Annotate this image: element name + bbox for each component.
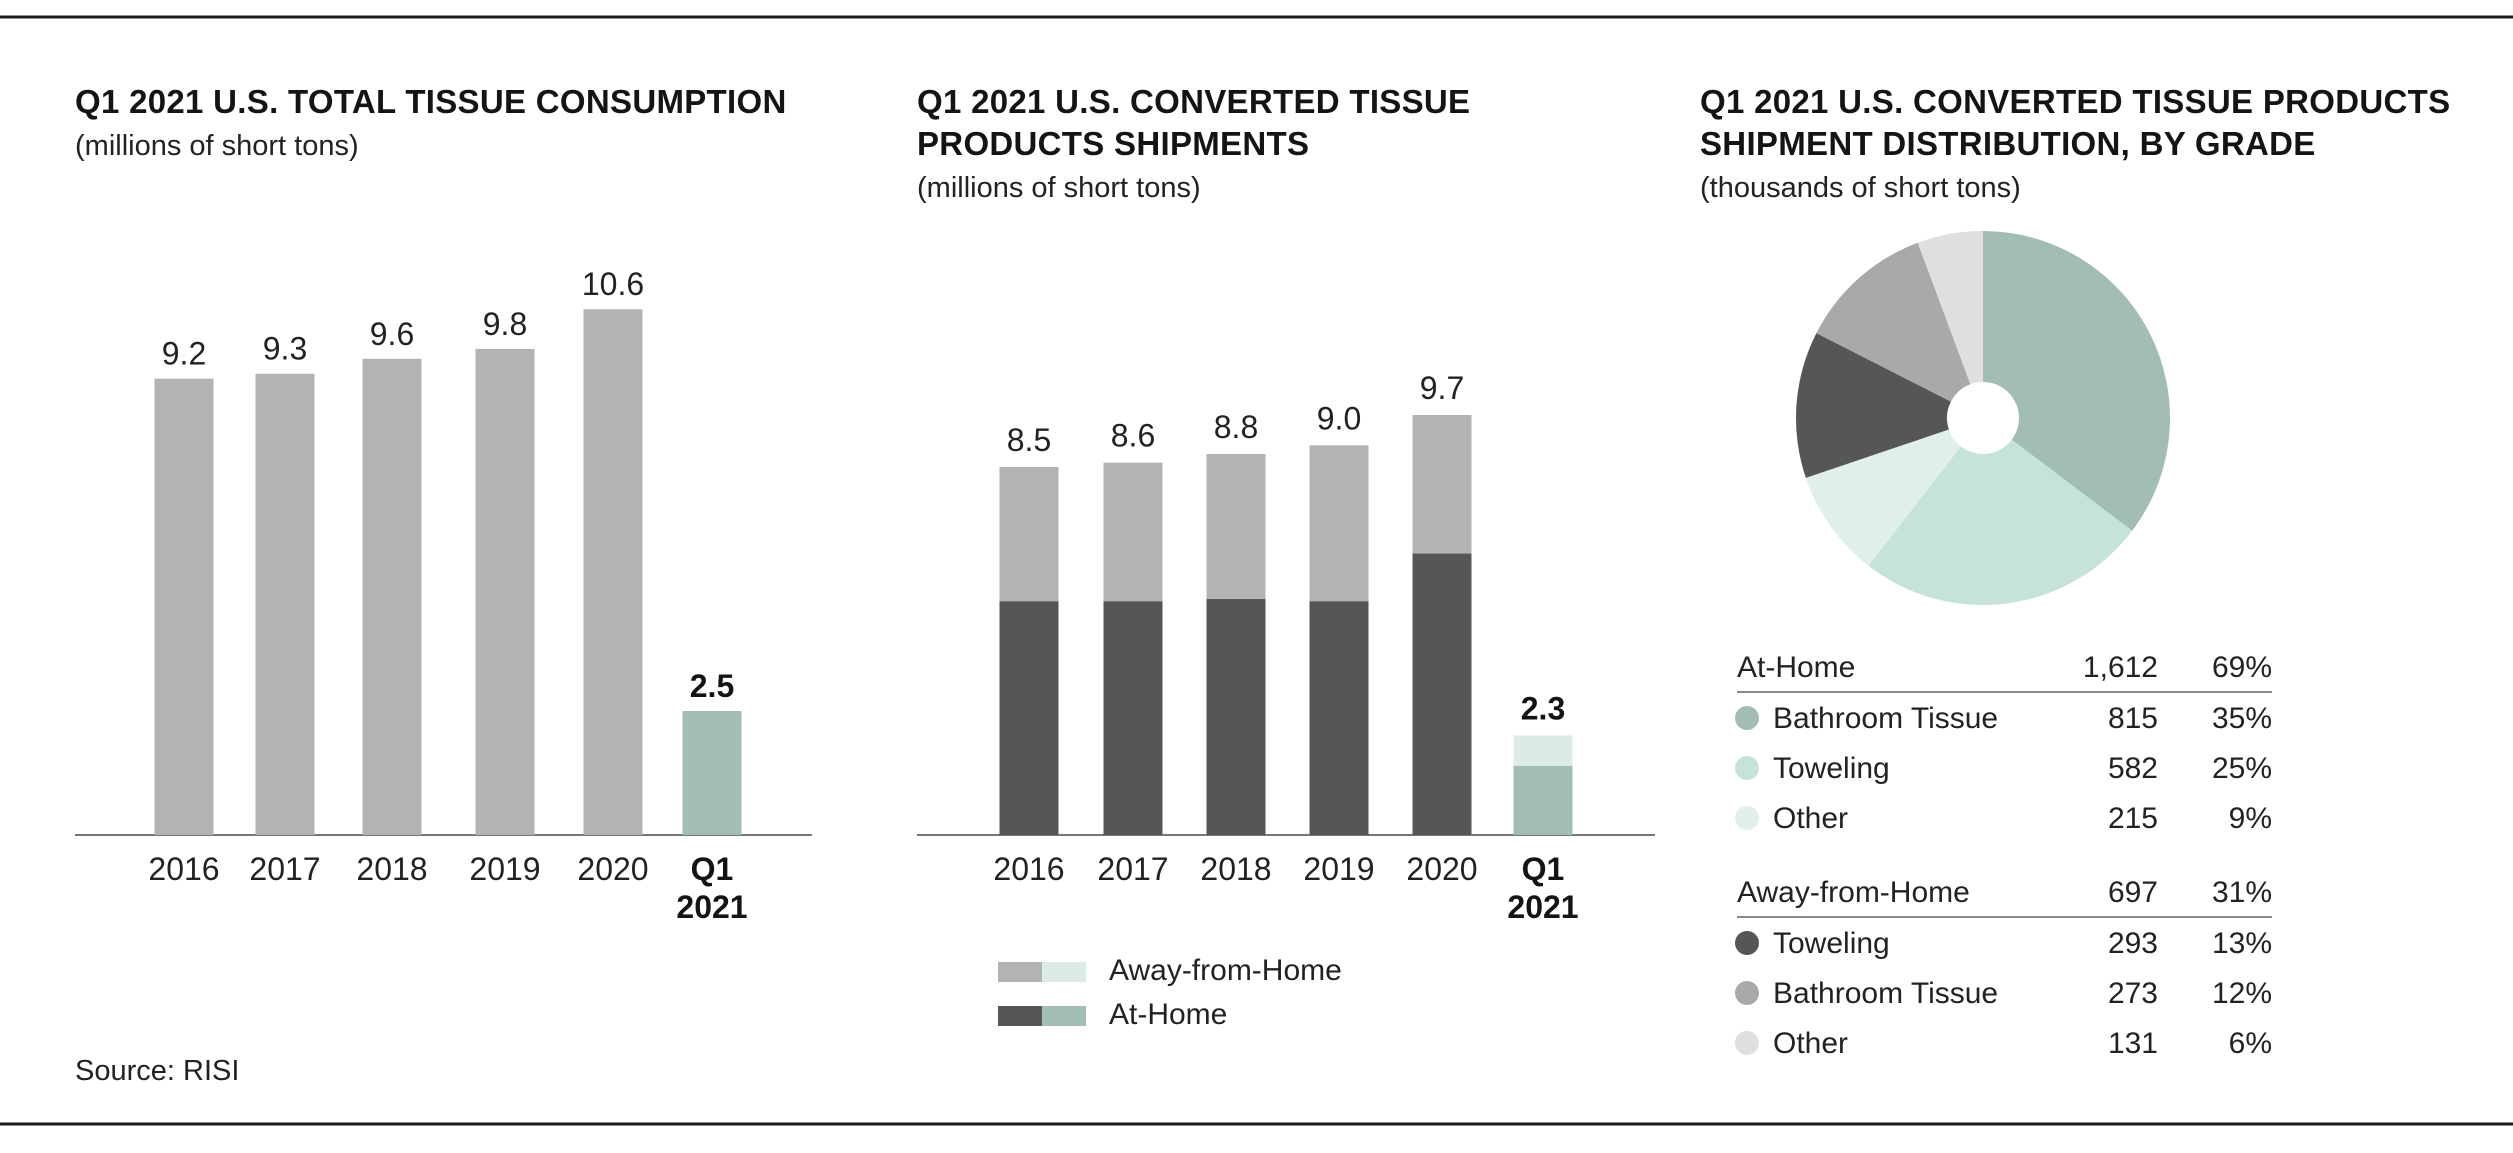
table-item-percent: 9% (2229, 802, 2272, 835)
chart3-title-line1: Q1 2021 U.S. CONVERTED TISSUE PRODUCTS (1700, 83, 2450, 120)
table-group-percent: 31% (2212, 876, 2272, 909)
chart2-subtitle: (millions of short tons) (917, 172, 1201, 204)
chart1-category-label: Q1 (691, 851, 734, 887)
table-item-name: Bathroom Tissue (1773, 702, 1998, 735)
chart1-category-label: 2018 (356, 851, 427, 887)
chart1-category-label: 2019 (469, 851, 540, 887)
chart1-value-label: 10.6 (582, 266, 644, 302)
table-item-value: 582 (2108, 752, 2158, 785)
table-item-name: Toweling (1773, 927, 1890, 960)
shipments-chart: Q1 2021 U.S. CONVERTED TISSUE PRODUCTS S… (917, 83, 1655, 1031)
chart2-bar-away-from-home (1513, 735, 1573, 766)
legend-at-home-swatch (998, 1006, 1042, 1026)
table-item-dot (1735, 931, 1759, 955)
chart1-value-label: 2.5 (690, 668, 734, 704)
chart2-bar-away-from-home (1309, 445, 1369, 602)
table-item-dot (1735, 756, 1759, 780)
table-item-percent: 35% (2212, 702, 2272, 735)
chart1-bar (255, 373, 315, 835)
table-group-name: At-Home (1737, 651, 1855, 684)
table-group-percent: 69% (2212, 651, 2272, 684)
chart2-bar-at-home (1309, 601, 1369, 835)
chart1-category-label: 2017 (249, 851, 320, 887)
chart2-category-label: Q1 (1522, 851, 1565, 887)
table-item-percent: 6% (2229, 1027, 2272, 1060)
chart1-bar (154, 378, 214, 835)
legend-at-home-swatch-q1 (1042, 1006, 1086, 1026)
table-item-name: Other (1773, 1027, 1848, 1060)
table-item-value: 293 (2108, 927, 2158, 960)
chart1-value-label: 9.2 (162, 336, 206, 372)
pie-slice (1816, 242, 1971, 402)
chart2-bar-at-home (999, 601, 1059, 835)
pie-slice (1795, 333, 1951, 478)
pie-slice (1805, 429, 1961, 566)
table-item-value: 131 (2108, 1027, 2158, 1060)
chart2-total-label: 9.7 (1420, 370, 1464, 406)
table-item-dot (1735, 806, 1759, 830)
chart1-value-label: 9.8 (483, 306, 527, 342)
chart2-total-label: 8.6 (1111, 418, 1155, 454)
source-note: Source: RISI (75, 1055, 239, 1087)
chart2-total-label: 8.5 (1007, 422, 1051, 458)
table-group-name: Away-from-Home (1737, 876, 1970, 909)
legend-away-from-home-swatch-q1 (1042, 962, 1086, 982)
table-item-value: 273 (2108, 977, 2158, 1010)
chart3-subtitle: (thousands of short tons) (1700, 172, 2021, 204)
pie-slice (1868, 439, 2133, 605)
chart1-value-label: 9.3 (263, 331, 307, 367)
chart2-total-label: 2.3 (1521, 690, 1565, 726)
table-item-name: Toweling (1773, 752, 1890, 785)
chart2-title-line2: PRODUCTS SHIPMENTS (917, 125, 1309, 162)
chart2-bar-at-home (1513, 765, 1573, 835)
chart2-category-label: 2021 (1507, 889, 1578, 925)
legend-away-from-home-swatch (998, 962, 1042, 982)
chart2-total-label: 9.0 (1317, 400, 1361, 436)
chart3-title-line2: SHIPMENT DISTRIBUTION, BY GRADE (1700, 125, 2316, 162)
chart2-title-line1: Q1 2021 U.S. CONVERTED TISSUE (917, 83, 1470, 120)
table-item-dot (1735, 706, 1759, 730)
chart2-bar-away-from-home (1103, 462, 1163, 602)
pie-slice (1917, 231, 1983, 385)
chart1-subtitle: (millions of short tons) (75, 130, 359, 162)
table-item-dot (1735, 981, 1759, 1005)
chart1-value-label: 9.6 (370, 316, 414, 352)
chart1-category-label: 2020 (577, 851, 648, 887)
chart1-bar (475, 348, 535, 835)
chart1-category-label: 2021 (676, 889, 747, 925)
chart2-total-label: 8.8 (1214, 409, 1258, 445)
table-item-value: 215 (2108, 802, 2158, 835)
table-item-percent: 12% (2212, 977, 2272, 1010)
table-item-percent: 13% (2212, 927, 2272, 960)
table-item-percent: 25% (2212, 752, 2272, 785)
table-item-name: Other (1773, 802, 1848, 835)
table-item-dot (1735, 1031, 1759, 1055)
table-group-value: 1,612 (2083, 651, 2158, 684)
chart2-category-label: 2020 (1406, 851, 1477, 887)
chart1-title: Q1 2021 U.S. TOTAL TISSUE CONSUMPTION (75, 83, 787, 120)
chart2-category-label: 2017 (1097, 851, 1168, 887)
table-group-value: 697 (2108, 876, 2158, 909)
total-consumption-chart: Q1 2021 U.S. TOTAL TISSUE CONSUMPTION (m… (75, 83, 812, 925)
pie-slice (1983, 231, 2170, 531)
chart1-bar (682, 711, 742, 835)
chart2-bar-at-home (1206, 599, 1266, 835)
chart2-category-label: 2019 (1303, 851, 1374, 887)
table-item-value: 815 (2108, 702, 2158, 735)
table-item-name: Bathroom Tissue (1773, 977, 1998, 1010)
chart2-category-label: 2016 (993, 851, 1064, 887)
chart1-bar (583, 309, 643, 835)
legend-at-home-label: At-Home (1109, 998, 1227, 1031)
chart1-bar (362, 358, 422, 835)
chart1-category-label: 2016 (148, 851, 219, 887)
chart2-bar-away-from-home (1412, 414, 1472, 554)
chart2-bar-at-home (1103, 601, 1163, 835)
distribution-chart: Q1 2021 U.S. CONVERTED TISSUE PRODUCTS S… (1700, 83, 2450, 1060)
chart2-category-label: 2018 (1200, 851, 1271, 887)
chart2-bar-away-from-home (1206, 453, 1266, 600)
legend-away-from-home-label: Away-from-Home (1109, 954, 1342, 987)
chart2-bar-away-from-home (999, 466, 1059, 602)
chart2-bar-at-home (1412, 553, 1472, 835)
